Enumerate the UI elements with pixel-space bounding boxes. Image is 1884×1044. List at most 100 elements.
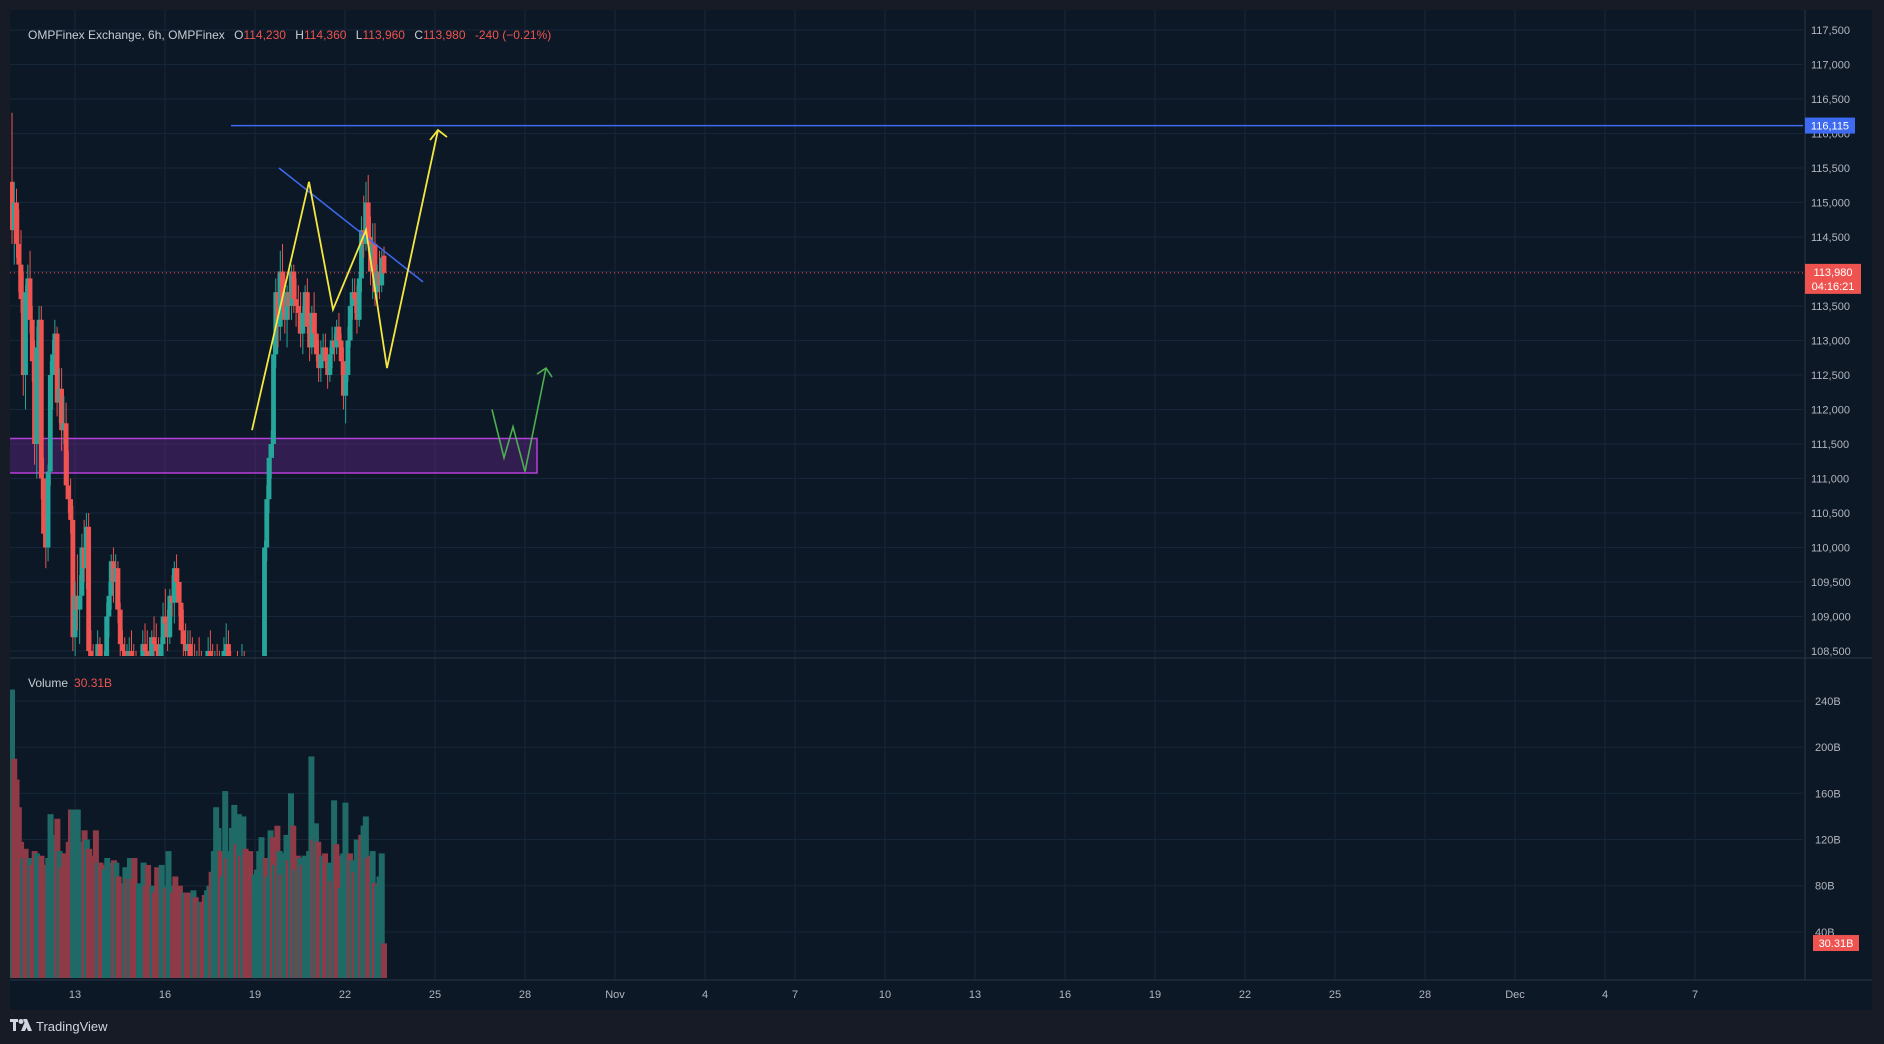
candle-body bbox=[79, 547, 85, 596]
candle-body bbox=[213, 658, 218, 665]
candle-body bbox=[233, 665, 238, 679]
candle-body bbox=[41, 478, 46, 534]
high-value: 114,360 bbox=[303, 28, 347, 42]
candle-body bbox=[260, 672, 265, 686]
volume-value: 30.31B bbox=[74, 676, 113, 690]
high-label: H bbox=[295, 28, 304, 42]
green-projection-path bbox=[491, 367, 547, 472]
green-arrow-head bbox=[536, 366, 553, 378]
candle-body bbox=[192, 665, 197, 672]
price-tick-label: 115,000 bbox=[1811, 198, 1850, 210]
volume-badge bbox=[1813, 935, 1859, 952]
candle-body bbox=[180, 630, 186, 645]
price-tick-label: 113,500 bbox=[1811, 301, 1850, 313]
volume-series bbox=[10, 689, 387, 978]
ohlc-legend[interactable]: OMPFinex Exchange, 6h, OMPFinex O114,230… bbox=[28, 28, 551, 42]
tradingview-brand[interactable]: TradingView bbox=[36, 1018, 108, 1034]
close-label: C bbox=[414, 28, 423, 42]
candle-body bbox=[194, 658, 199, 672]
price-tick-label: 113,000 bbox=[1811, 336, 1850, 348]
candle-body bbox=[63, 423, 69, 486]
chart-canvas[interactable]: 117,500117,000116,500116,000115,500115,0… bbox=[10, 10, 1872, 1010]
candle-body bbox=[311, 312, 317, 334]
candle-body bbox=[228, 665, 233, 672]
symbol-title[interactable]: OMPFinex Exchange, 6h, OMPFinex bbox=[28, 28, 225, 42]
candle-body bbox=[34, 347, 40, 444]
candle-body bbox=[318, 354, 324, 369]
candle-body bbox=[343, 375, 349, 396]
candle-body bbox=[59, 388, 64, 431]
volume-label[interactable]: Volume bbox=[28, 676, 69, 690]
time-tick-label: 4 bbox=[702, 989, 708, 1001]
candle-body bbox=[338, 340, 344, 362]
candle-body bbox=[23, 292, 28, 375]
open-label: O bbox=[234, 28, 244, 42]
candle-body bbox=[352, 292, 358, 300]
candle-body bbox=[291, 271, 297, 300]
candle-body bbox=[255, 679, 260, 686]
candle-body bbox=[201, 672, 206, 679]
candle-body bbox=[70, 519, 76, 638]
candle-body bbox=[264, 499, 270, 548]
time-tick-label: 13 bbox=[69, 989, 81, 1001]
candle-body bbox=[153, 644, 159, 651]
time-tick-label: 25 bbox=[429, 989, 441, 1001]
tradingview-logo-icon[interactable] bbox=[10, 1018, 32, 1034]
candle-body bbox=[131, 658, 136, 665]
candle-body bbox=[104, 616, 110, 656]
candle-body bbox=[29, 319, 35, 362]
yellow-arrow-head bbox=[429, 128, 448, 141]
price-tick-label: 117,500 bbox=[1811, 25, 1850, 37]
candle-body bbox=[356, 278, 362, 320]
candle-body bbox=[54, 333, 60, 403]
time-tick-label: 7 bbox=[1692, 989, 1698, 1001]
candle-body bbox=[68, 499, 74, 520]
candle-body bbox=[77, 595, 83, 610]
level-badge-text: 116,115 bbox=[1811, 121, 1849, 133]
time-tick-label: 22 bbox=[1239, 989, 1251, 1001]
candle-body bbox=[244, 672, 249, 679]
candle-body bbox=[45, 471, 51, 548]
candle-body bbox=[300, 312, 306, 334]
candle-body bbox=[149, 637, 155, 656]
candle-body bbox=[16, 243, 22, 265]
candle-body bbox=[197, 658, 202, 665]
grid-lines bbox=[10, 10, 1872, 981]
candle-body bbox=[219, 665, 224, 672]
candle-body bbox=[240, 658, 245, 665]
change-value: -240 (−0.21%) bbox=[474, 28, 552, 42]
low-label: L bbox=[355, 28, 363, 42]
candle-body bbox=[327, 354, 333, 375]
volume-bar bbox=[381, 943, 387, 978]
candle-body bbox=[178, 602, 184, 631]
time-tick-label: 25 bbox=[1329, 989, 1341, 1001]
candlestick-series bbox=[10, 112, 387, 686]
candle-body bbox=[120, 644, 125, 651]
time-tick-label: 19 bbox=[249, 989, 261, 1001]
candle-body bbox=[203, 658, 208, 679]
candle-body bbox=[226, 644, 231, 656]
price-tick-label: 117,000 bbox=[1811, 60, 1850, 72]
chart-frame[interactable]: 117,500 117,000 116,500 116,000 115,500 115,0… bbox=[10, 10, 1872, 1010]
price-badges: 116,115 113,980 04:16:21 30.31B bbox=[1805, 117, 1861, 952]
candle-body bbox=[336, 326, 342, 341]
candle-body bbox=[86, 526, 92, 651]
candle-body bbox=[187, 644, 193, 656]
candle-body bbox=[122, 651, 128, 656]
time-tick-label: Dec bbox=[1505, 989, 1525, 1001]
time-tick-label: 16 bbox=[159, 989, 171, 1001]
volume-tick-label: 160B bbox=[1815, 788, 1841, 800]
volume-legend[interactable]: Volume 30.31B bbox=[28, 676, 112, 690]
time-tick-label: 16 bbox=[1059, 989, 1071, 1001]
open-value: 114,230 bbox=[243, 28, 286, 42]
last-price-text: 113,980 bbox=[1814, 267, 1853, 279]
price-tick-label: 115,500 bbox=[1811, 163, 1850, 175]
time-tick-label: 13 bbox=[969, 989, 981, 1001]
candle-body bbox=[246, 679, 251, 686]
candle-body bbox=[176, 582, 182, 603]
volume-tick-label: 80B bbox=[1815, 881, 1835, 893]
candle-body bbox=[215, 658, 220, 665]
level-badge bbox=[1805, 117, 1855, 134]
candle-body bbox=[65, 485, 71, 500]
